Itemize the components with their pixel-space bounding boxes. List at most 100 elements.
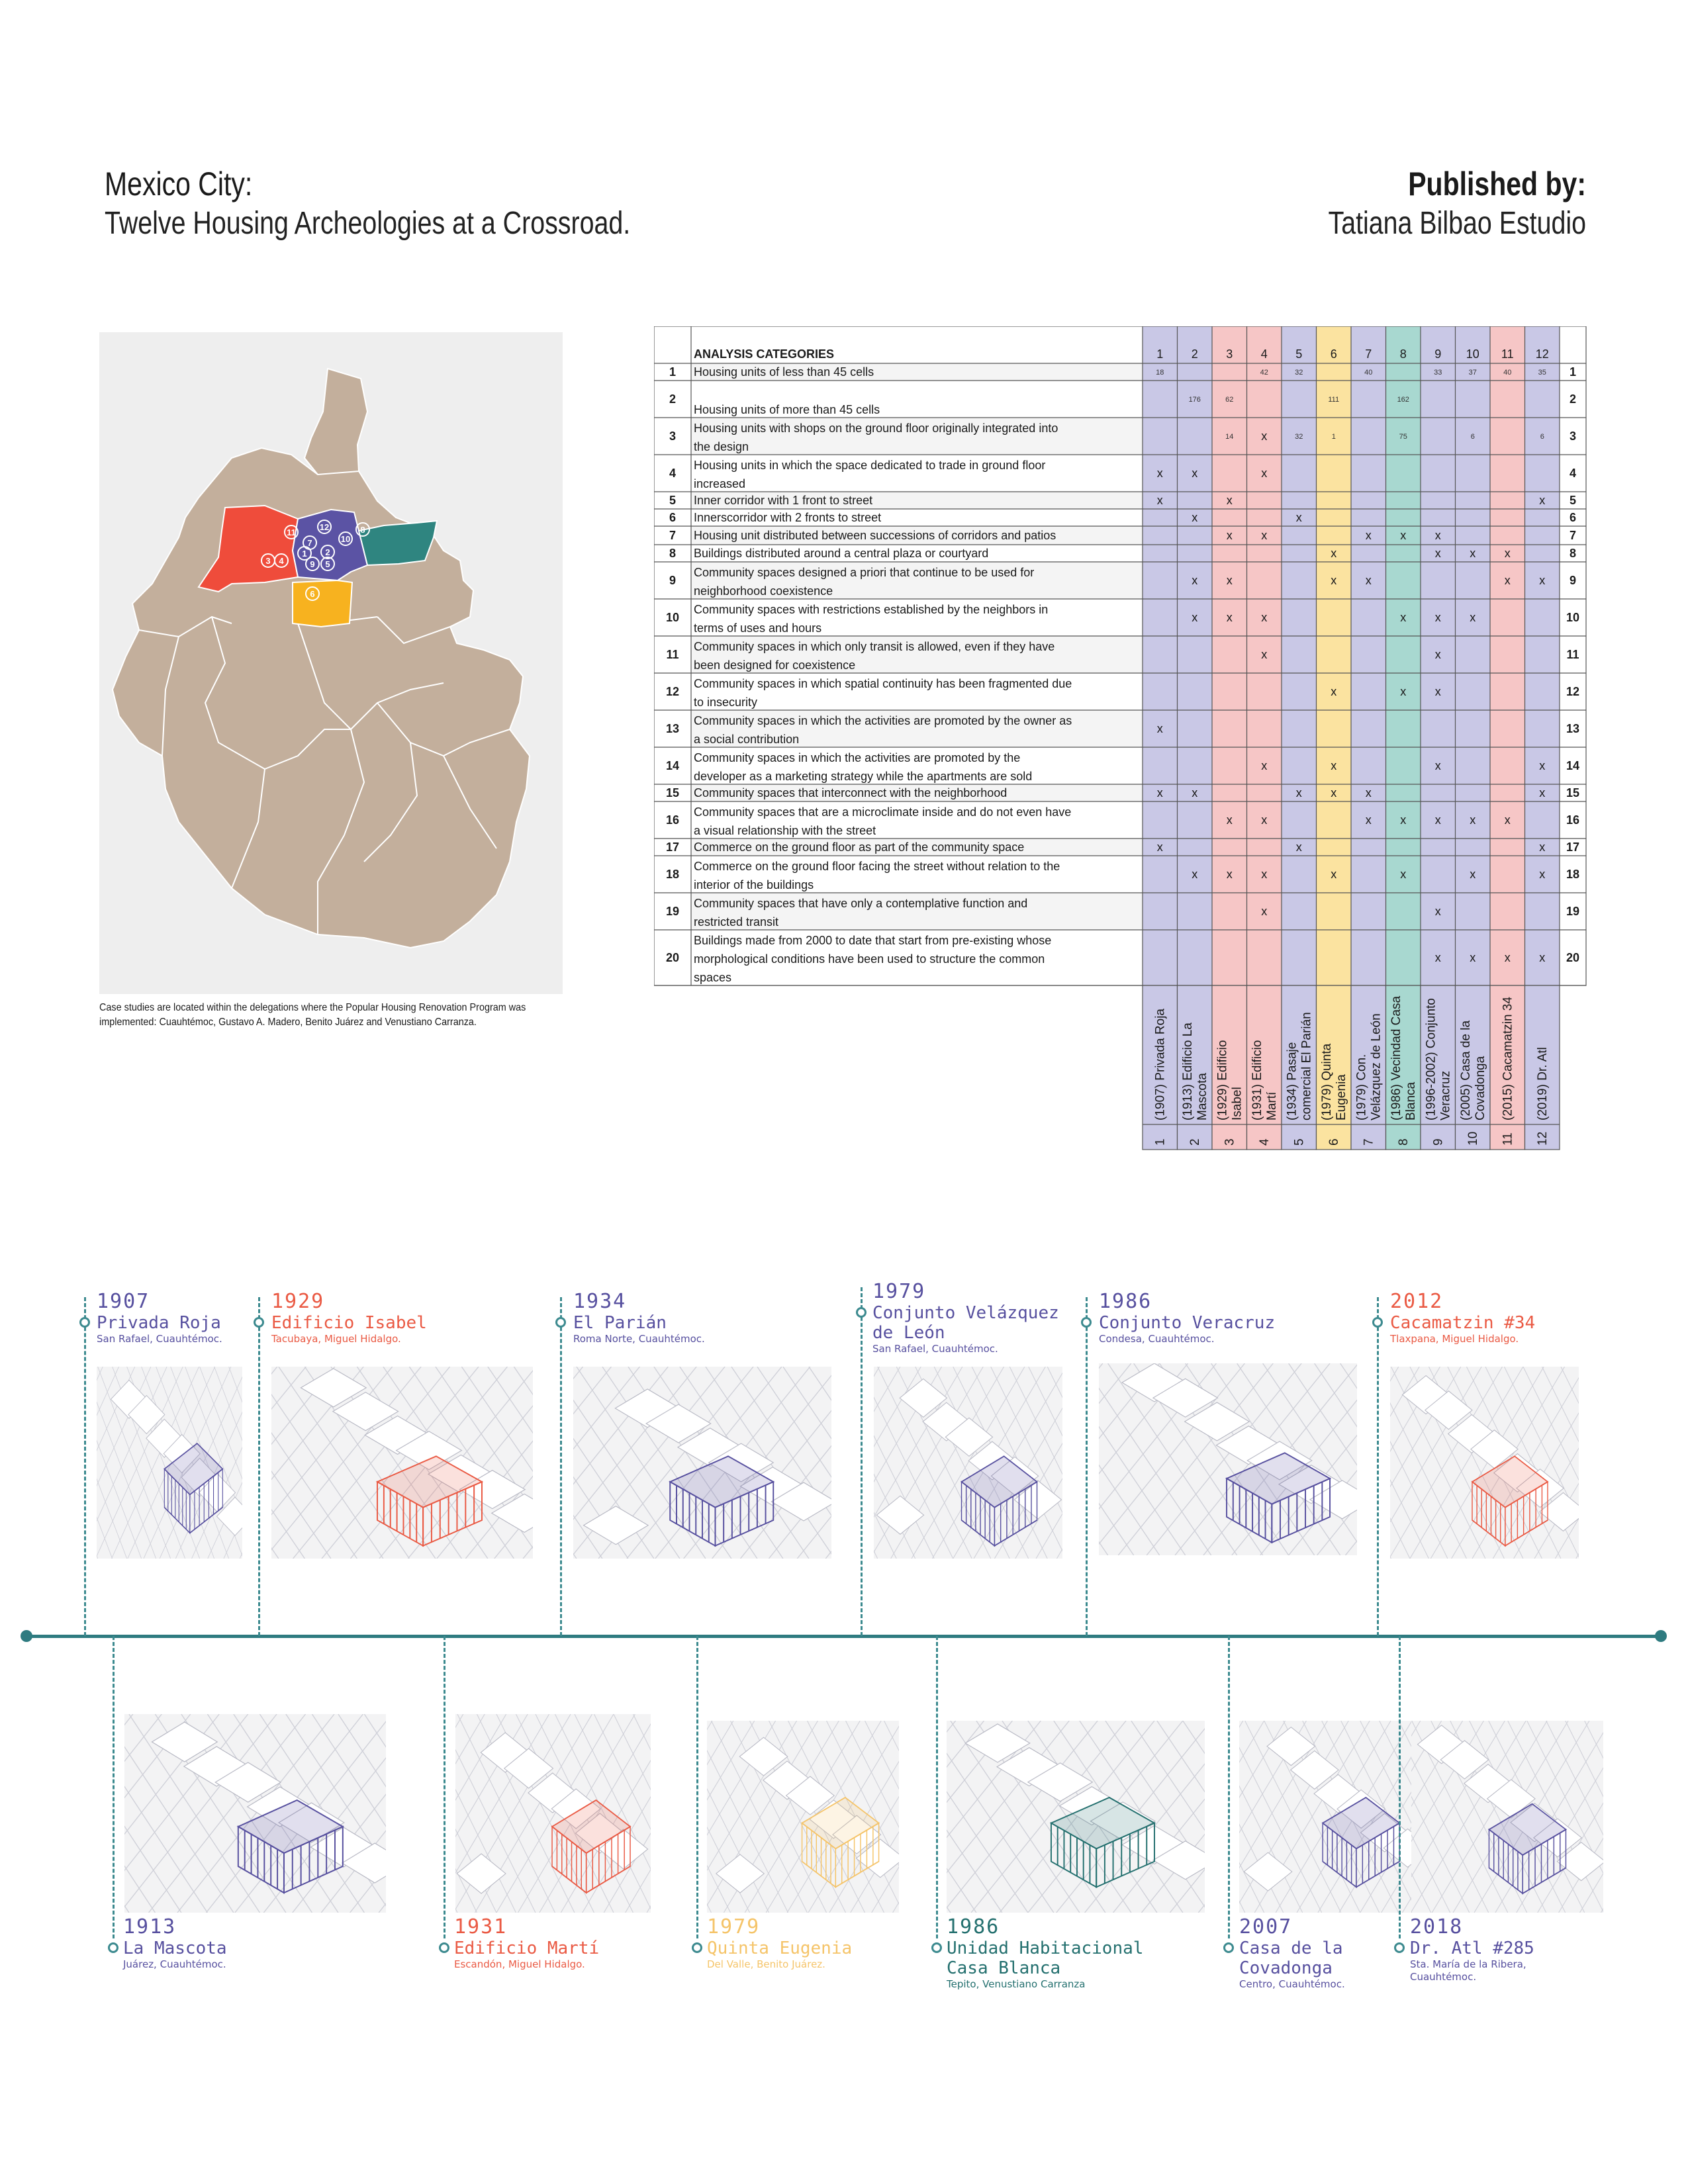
matrix-row-number-right: 4: [1570, 467, 1576, 480]
header-subtitle-right: Tatiana Bilbao Estudio: [1328, 206, 1586, 241]
matrix-row-bg: [691, 784, 1143, 801]
matrix-row-number: 2: [669, 392, 676, 406]
timeline-year: 2012: [1390, 1290, 1444, 1313]
timeline-year: 1986: [947, 1915, 1000, 1938]
matrix-cell: x: [1296, 786, 1302, 799]
map-marker-9: [305, 557, 320, 571]
matrix-cell: x: [1435, 547, 1441, 560]
matrix-row-number: 5: [669, 494, 676, 507]
matrix-row-bg: [691, 418, 1143, 455]
timeline-year: 2007: [1239, 1915, 1293, 1938]
matrix-row-number: 1: [669, 365, 676, 379]
map-marker-label: 5: [325, 559, 330, 569]
svg-text:(2019) Dr. Atl: (2019) Dr. Atl: [1536, 1047, 1550, 1120]
matrix-cell: 42: [1260, 369, 1268, 377]
matrix-cell: x: [1157, 494, 1163, 507]
quinta-eugenia-connector-dot: [692, 1942, 702, 1953]
matrix-row-bg: [691, 839, 1143, 856]
el-parian-label: 1934 El Parián Roma Norte, Cuauhtémoc.: [573, 1291, 705, 1345]
matrix-cell: x: [1470, 951, 1476, 964]
matrix-cell: x: [1331, 786, 1336, 799]
svg-text:7: 7: [1362, 1138, 1376, 1146]
matrix-row-number-right: 7: [1570, 529, 1576, 542]
matrix-cell: x: [1157, 467, 1163, 480]
svg-text:6: 6: [1327, 1138, 1341, 1146]
matrix-cell: x: [1470, 813, 1476, 827]
matrix-row-label: developer as a marketing strategy while …: [694, 770, 1032, 783]
matrix-cell: x: [1539, 786, 1545, 799]
timeline-project-location: Centro, Cuauhtémoc.: [1239, 1978, 1345, 1990]
quinta-eugenia-axonometric-image: [707, 1721, 899, 1913]
svg-text:Covadonga: Covadonga: [1474, 1056, 1487, 1120]
timeline-project-name: de León: [872, 1323, 945, 1343]
matrix-row-number-right: 15: [1566, 786, 1579, 799]
covadonga-axonometric-image: [1239, 1721, 1431, 1913]
matrix-cell: 1: [1332, 433, 1336, 441]
matrix-column-number: 10: [1466, 347, 1479, 361]
timeline-project-location: Tlaxpana, Miguel Hidalgo.: [1390, 1333, 1519, 1345]
svg-text:Velázquez de León: Velázquez de León: [1369, 1013, 1383, 1120]
matrix-row-bg: [691, 599, 1143, 636]
dr-atl-connector: [1399, 1636, 1401, 1938]
matrix-column-fill: [1282, 326, 1317, 985]
matrix-column-number: 5: [1295, 347, 1302, 361]
svg-text:Mascota: Mascota: [1196, 1073, 1209, 1120]
map-territory: [111, 367, 531, 949]
matrix-cell: 33: [1434, 369, 1442, 377]
map-marker-11: [284, 525, 299, 539]
conjunto-veracruz-connector-dot: [1081, 1317, 1092, 1328]
timeline-project-location: Roma Norte, Cuauhtémoc.: [573, 1333, 705, 1345]
svg-text:(1979) Quinta: (1979) Quinta: [1320, 1043, 1334, 1120]
matrix-project-label-cell: [1211, 985, 1248, 1150]
map-zone-purple: [291, 508, 369, 582]
svg-text:(1929) Edificio: (1929) Edificio: [1215, 1040, 1229, 1120]
svg-text:2: 2: [1188, 1138, 1202, 1146]
svg-text:3: 3: [1223, 1138, 1237, 1146]
matrix-row-bg: [691, 492, 1143, 509]
map-marker-label: 2: [325, 547, 330, 557]
matrix-row-label: Community spaces designed a priori that …: [694, 566, 1034, 579]
timeline-project-name: Edificio Isabel: [271, 1313, 427, 1333]
matrix-row-bg: [691, 455, 1143, 492]
timeline-year: 1986: [1099, 1290, 1152, 1313]
matrix-project-label-cell: [1524, 985, 1560, 1150]
timeline-project-location: San Rafael, Cuauhtémoc.: [97, 1333, 222, 1345]
timeline-axis: [26, 1635, 1662, 1638]
matrix-row-number-right: 10: [1566, 611, 1579, 624]
matrix-row-label: Commerce on the ground floor facing the …: [694, 860, 1060, 873]
matrix-project-label-cell: [1142, 985, 1178, 1150]
edificio-marti-connector-dot: [439, 1942, 449, 1953]
matrix-cell: 75: [1399, 433, 1407, 441]
map-caption: Case studies are located within the dele…: [99, 1002, 526, 1028]
svg-text:(1934) Pasaje: (1934) Pasaje: [1285, 1042, 1299, 1120]
matrix-row-label: increased: [694, 477, 745, 490]
matrix-row-bg: [691, 562, 1143, 599]
matrix-cell: x: [1261, 467, 1267, 480]
matrix-header: ANALYSIS CATEGORIES: [694, 347, 834, 361]
map-marker-label: 11: [287, 527, 296, 537]
timeline-project-name: Edificio Martí: [454, 1938, 600, 1958]
el-parian-connector: [560, 1297, 562, 1636]
matrix-cell: x: [1470, 611, 1476, 624]
matrix-cell: 35: [1538, 369, 1546, 377]
matrix-row-label: Community spaces in which the activities…: [694, 751, 1020, 764]
la-mascota-axonometric-image: [124, 1714, 386, 1913]
cacamatzin-connector: [1377, 1297, 1379, 1636]
la-mascota-connector-dot: [108, 1942, 118, 1953]
matrix-row-label: Community spaces in which spatial contin…: [694, 677, 1072, 690]
matrix-cell: x: [1192, 511, 1197, 524]
matrix-row-bg: [691, 856, 1143, 893]
matrix-row-label: been designed for coexistence: [694, 659, 855, 672]
matrix-row-number: 6: [669, 511, 676, 524]
matrix-cell: x: [1331, 685, 1336, 698]
matrix-cell: x: [1366, 529, 1372, 542]
matrix-project-label-cell: [1281, 985, 1317, 1150]
covadonga-connector: [1228, 1636, 1230, 1938]
matrix-row-label: Community spaces in which only transit i…: [694, 640, 1055, 653]
matrix-row-number: 16: [666, 813, 679, 827]
timeline-project-name: Cacamatzin #34: [1390, 1313, 1536, 1333]
timeline-year: 1907: [97, 1290, 150, 1313]
matrix-row-label: a social contribution: [694, 733, 799, 746]
matrix-column-number: 6: [1331, 347, 1337, 361]
map-marker-label: 12: [320, 522, 329, 532]
